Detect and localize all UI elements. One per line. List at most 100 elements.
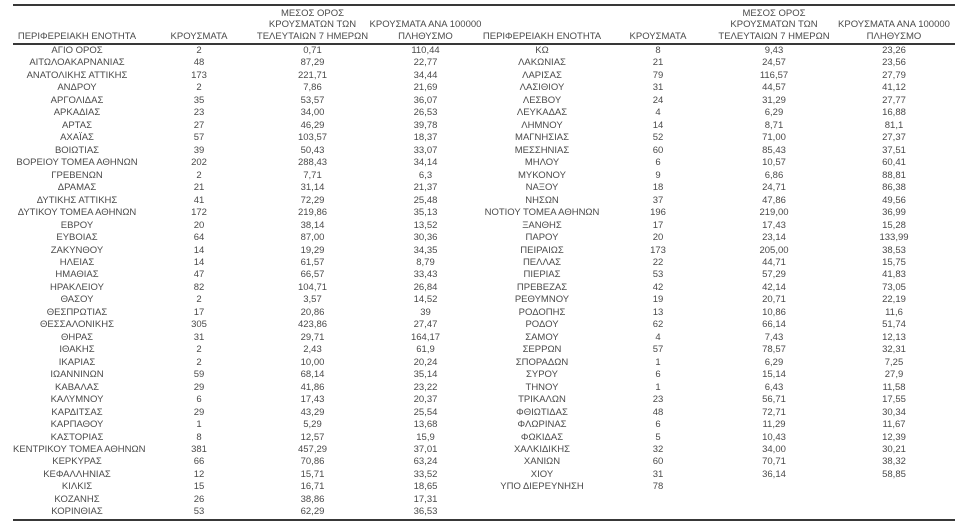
value-cell: 30,34: [882, 406, 906, 418]
value-cell: 37,51: [882, 144, 906, 156]
value-cell: 13: [652, 306, 664, 318]
value-cell: 81,1: [884, 119, 904, 131]
value-cell: 87,00: [300, 232, 325, 244]
value-cell: 6,3: [418, 169, 433, 181]
value-cell: 38,86: [300, 493, 325, 505]
table-row: ΒΟΡΕΙΟΥ ΤΟΜΕΑ ΑΘΗΝΩΝ 202 288,43 34,14 ΜΗΛΟΥ 6…: [13, 157, 955, 169]
value-cell: 49,56: [882, 194, 906, 206]
value-cell: 73,05: [882, 281, 906, 293]
value-cell: 172: [191, 207, 207, 219]
value-cell: 34,00: [762, 444, 786, 455]
value-cell: 196: [650, 207, 666, 219]
value-cell: 31,14: [300, 182, 325, 194]
value-cell: 30,36: [413, 232, 438, 244]
value-cell: 20: [652, 232, 664, 244]
value-cell: 48: [193, 57, 205, 69]
table-row: ΒΟΙΩΤΙΑΣ 39 50,43 33,07 ΜΕΣΣΗΝΙΑΣ 60 85,43 37,5…: [13, 145, 955, 157]
value-cell: 9,43: [764, 45, 784, 56]
value-cell: [833, 494, 955, 506]
value-cell: 20: [193, 219, 205, 231]
region-cell: ΗΛΕΙΑΣ: [59, 256, 95, 268]
region-cell: ΔΥΤΙΚΟΥ ΤΟΜΕΑ ΑΘΗΝΩΝ: [17, 207, 137, 219]
header-cases-right: ΚΡΟΥΣΜΑΤΑ: [601, 6, 715, 43]
value-cell: 87,29: [300, 57, 325, 69]
table-row: ΚΟΡΙΝΘΙΑΣ 53 62,29 36,53: [13, 506, 955, 518]
region-cell: ΥΠΟ ΔΙΕΡΕΥΝΗΣΗ: [500, 481, 584, 493]
value-cell: 44,57: [762, 82, 786, 94]
region-cell: ΜΗΛΟΥ: [524, 157, 560, 169]
value-cell: 7,25: [884, 356, 904, 368]
value-cell: 29: [193, 381, 205, 393]
value-cell: 34,35: [413, 244, 438, 256]
value-cell: 34,44: [413, 69, 438, 81]
value-cell: 164,17: [410, 331, 441, 343]
value-cell: 41,12: [882, 82, 906, 94]
region-cell: ΓΡΕΒΕΝΩΝ: [51, 169, 103, 181]
value-cell: [715, 506, 833, 518]
value-cell: 14: [193, 256, 205, 268]
table-row: ΔΥΤΙΚΗΣ ΑΤΤΙΚΗΣ 41 72,29 25,48 ΝΗΣΩΝ 37 47,86 4…: [13, 195, 955, 207]
region-cell: ΖΑΚΥΝΘΟΥ: [50, 244, 104, 256]
value-cell: 62,29: [300, 506, 325, 518]
value-cell: 20,37: [413, 394, 438, 406]
value-cell: 12,13: [882, 331, 906, 343]
value-cell: 22,19: [882, 294, 906, 306]
region-cell: ΛΑΡΙΣΑΣ: [522, 69, 562, 81]
value-cell: 34,00: [300, 107, 325, 119]
value-cell: 12,39: [882, 431, 906, 443]
value-cell: 82: [193, 281, 205, 293]
value-cell: 0,71: [303, 45, 322, 56]
header-cases-left: ΚΡΟΥΣΜΑΤΑ: [141, 6, 257, 43]
value-cell: 57,29: [762, 269, 786, 281]
value-cell: 9: [655, 169, 661, 181]
value-cell: 63,24: [413, 456, 438, 468]
region-cell: ΚΑΣΤΟΡΙΑΣ: [50, 431, 104, 443]
region-cell: ΑΡΓΟΛΙΔΑΣ: [50, 94, 104, 106]
region-cell: ΧΑΛΚΙΔΙΚΗΣ: [513, 444, 571, 455]
region-cell: ΛΗΜΝΟΥ: [521, 119, 563, 131]
value-cell: 31: [652, 468, 664, 480]
value-cell: 24: [652, 94, 664, 106]
region-cell: ΚΕΦΑΛΛΗΝΙΑΣ: [43, 468, 111, 480]
header-per100k-left: ΚΡΟΥΣΜΑΤΑ ΑΝΑ 100000 ΠΛΗΘΥΣΜΟ: [368, 6, 483, 43]
table-row: ΘΕΣΣΑΛΟΝΙΚΗΣ 305 423,86 27,47 ΡΟΔΟΥ 62 66,14 51…: [13, 319, 955, 331]
table-row: ΑΧΑΪΑΣ 57 103,57 18,37 ΜΑΓΝΗΣΙΑΣ 52 71,00 27,37: [13, 132, 955, 144]
value-cell: 35: [193, 94, 205, 106]
value-cell: 25,54: [413, 406, 438, 418]
table-row: ΚΑΣΤΟΡΙΑΣ 8 12,57 15,9 ΦΩΚΙΔΑΣ 5 10,43 12,39: [13, 432, 955, 444]
value-cell: 6: [655, 419, 661, 431]
value-cell: 57: [652, 344, 664, 356]
region-cell: ΠΡΕΒΕΖΑΣ: [516, 281, 568, 293]
region-cell: ΑΙΤΩΛΟΑΚΑΡΝΑΝΙΑΣ: [29, 57, 125, 69]
region-cell: ΠΙΕΡΙΑΣ: [523, 269, 561, 281]
value-cell: 21: [652, 57, 664, 69]
table-row: ΙΘΑΚΗΣ 2 2,43 61,9 ΣΕΡΡΩΝ 57 78,57 32,31: [13, 344, 955, 356]
value-cell: 72,29: [300, 194, 325, 206]
value-cell: 53,57: [300, 94, 325, 106]
value-cell: 14,52: [413, 294, 438, 306]
value-cell: 18,37: [413, 132, 438, 144]
table-row: ΑΓΙΟ ΟΡΟΣ 2 0,71 110,44 ΚΩ 8 9,43 23,26: [13, 45, 955, 57]
region-cell: ΣΥΡΟΥ: [526, 369, 558, 381]
region-cell: ΚΕΡΚΥΡΑΣ: [52, 456, 102, 468]
value-cell: 133,99: [879, 232, 909, 244]
value-cell: 23: [193, 107, 205, 119]
value-cell: 15: [193, 481, 205, 493]
region-cell: ΘΕΣΣΑΛΟΝΙΚΗΣ: [40, 319, 114, 331]
value-cell: 15,9: [416, 431, 435, 443]
table-row: ΚΑΛΥΜΝΟΥ 6 17,43 20,37 ΤΡΙΚΑΛΩΝ 23 56,71 17,55: [13, 394, 955, 406]
header-per100k-line2: ΠΛΗΘΥΣΜΟ: [398, 30, 453, 42]
value-cell: 33,43: [413, 269, 438, 281]
region-cell: ΝΟΤΙΟΥ ΤΟΜΕΑ ΑΘΗΝΩΝ: [484, 207, 600, 219]
value-cell: 39,78: [413, 119, 438, 131]
value-cell: 5: [655, 431, 661, 443]
region-cell: ΚΑΒΑΛΑΣ: [55, 381, 99, 393]
value-cell: 18: [652, 182, 664, 194]
value-cell: 6: [655, 369, 661, 381]
value-cell: 19: [652, 294, 664, 306]
value-cell: 32,31: [882, 344, 906, 356]
value-cell: 423,86: [297, 319, 328, 331]
table-row: ΘΕΣΠΡΩΤΙΑΣ 17 20,86 39 ΡΟΔΟΠΗΣ 13 10,86 11,6: [13, 307, 955, 319]
value-cell: 2: [196, 356, 202, 368]
value-cell: 58,85: [882, 468, 906, 480]
